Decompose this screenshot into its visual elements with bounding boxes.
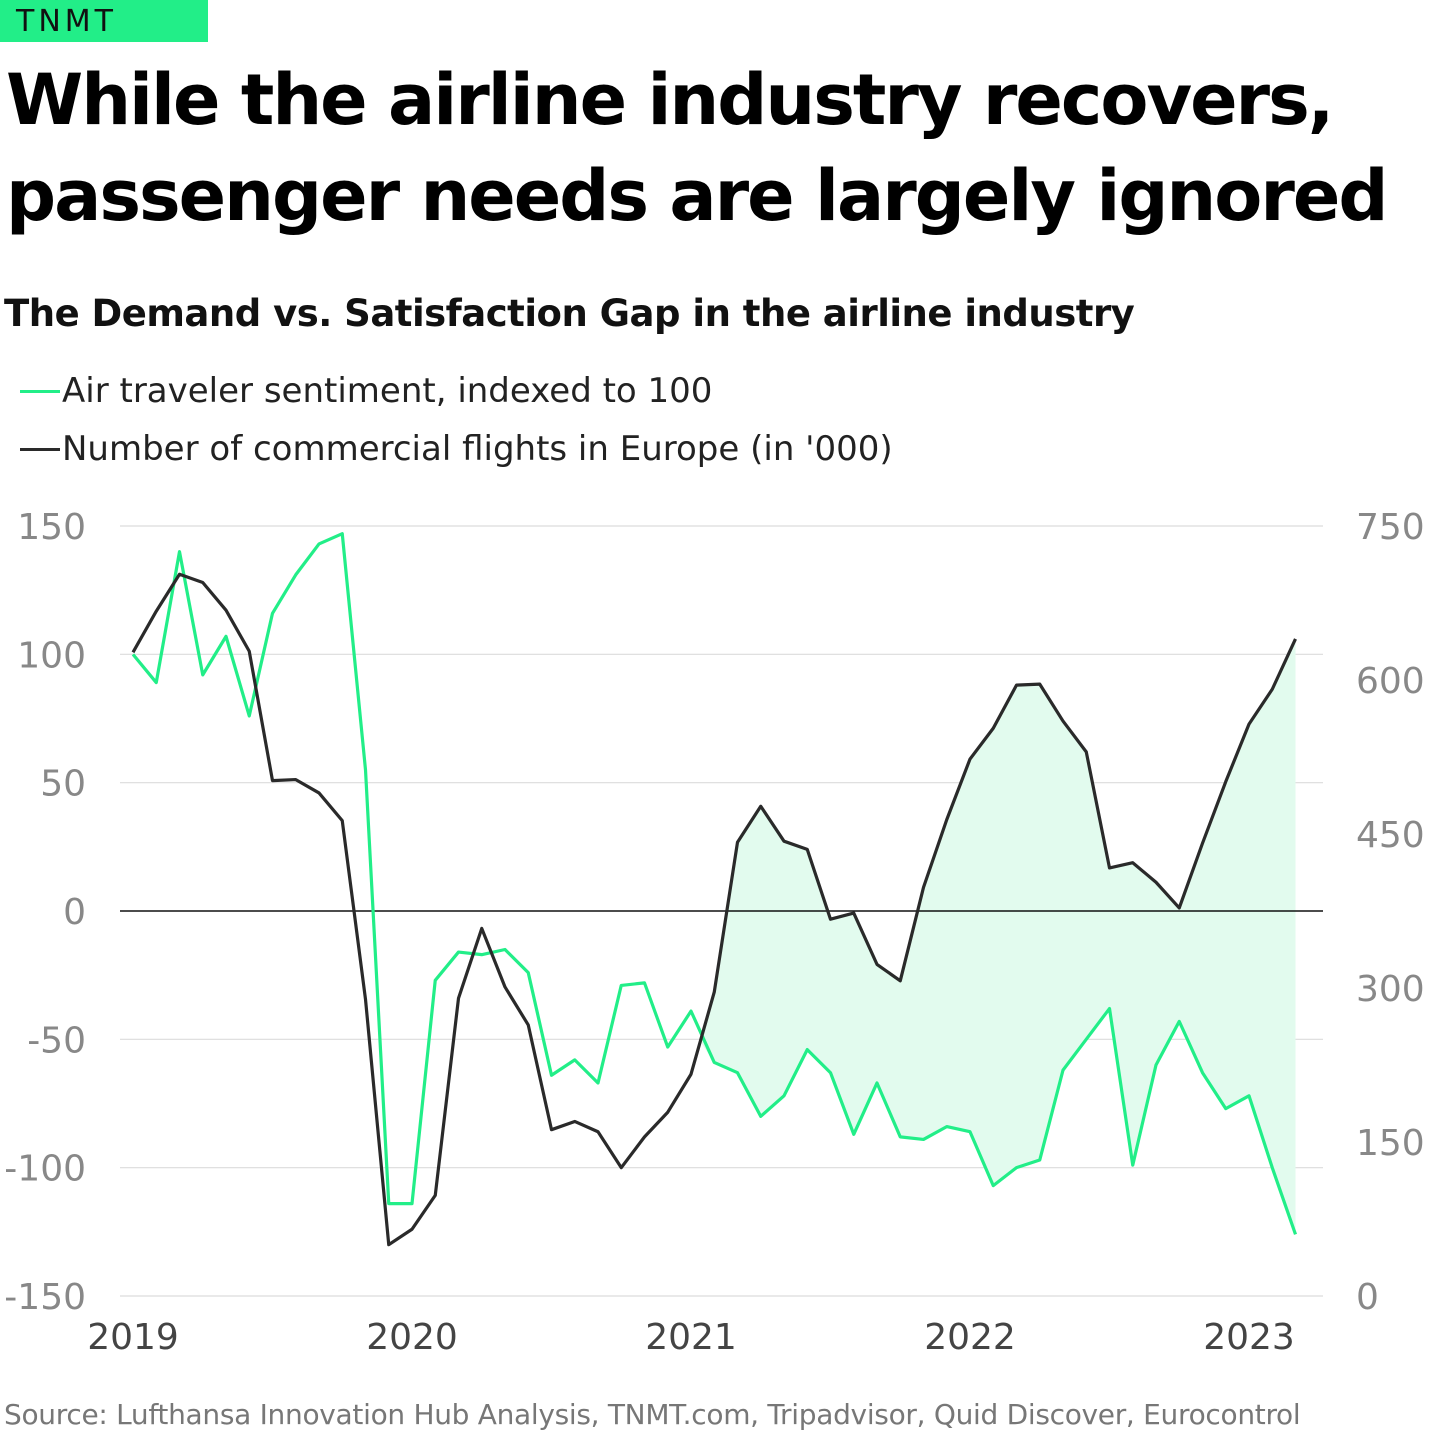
y-left-tick-label: 100 xyxy=(17,635,86,676)
series-line-flights xyxy=(131,572,1297,1247)
y-left-tick-label: 50 xyxy=(40,764,86,805)
source-note: Source: Lufthansa Innovation Hub Analysi… xyxy=(4,1398,1301,1431)
legend-entry-sentiment: Air traveler sentiment, indexed to 100 xyxy=(20,362,893,420)
legend-swatch-sentiment xyxy=(20,389,60,393)
y-left-tick-label: 150 xyxy=(17,507,86,548)
brand-logo: TNMT xyxy=(0,0,208,42)
headline: While the airline industry recovers, pas… xyxy=(6,59,1388,237)
x-tick-label: 2022 xyxy=(924,1317,1016,1358)
x-tick-label: 2021 xyxy=(645,1317,737,1358)
chart-legend: Air traveler sentiment, indexed to 100 N… xyxy=(20,362,893,478)
x-tick-label: 2019 xyxy=(87,1317,179,1358)
x-tick-label: 2020 xyxy=(366,1317,458,1358)
y-right-tick-label: 150 xyxy=(1356,1123,1425,1164)
x-tick-label: 2023 xyxy=(1203,1317,1295,1358)
legend-label-flights: Number of commercial flights in Europe (… xyxy=(62,429,893,469)
series-line-sentiment xyxy=(131,532,1298,1235)
y-right-tick-label: 450 xyxy=(1356,815,1425,856)
y-left-tick-label: 0 xyxy=(63,892,86,933)
y-left-tick-label: -150 xyxy=(4,1277,86,1318)
y-right-tick-label: 0 xyxy=(1356,1277,1379,1318)
y-left-tick-label: -50 xyxy=(27,1020,86,1061)
chart-title: The Demand vs. Satisfaction Gap in the a… xyxy=(4,292,1135,335)
y-right-tick-label: 750 xyxy=(1356,507,1425,548)
y-right-tick-label: 600 xyxy=(1356,661,1425,702)
y-left-tick-label: -100 xyxy=(4,1149,86,1190)
gap-area xyxy=(701,638,1296,1235)
legend-label-sentiment: Air traveler sentiment, indexed to 100 xyxy=(62,371,713,411)
legend-swatch-flights xyxy=(20,447,60,451)
logo-text: TNMT xyxy=(16,3,117,39)
y-right-tick-label: 300 xyxy=(1356,969,1425,1010)
legend-entry-flights: Number of commercial flights in Europe (… xyxy=(20,420,893,478)
